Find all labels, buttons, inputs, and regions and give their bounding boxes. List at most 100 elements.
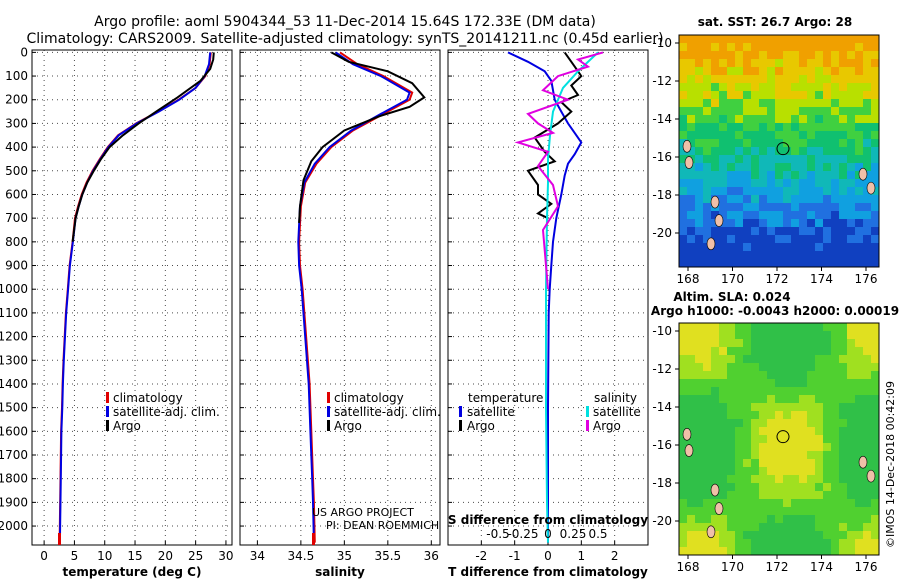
sla-cell: [687, 419, 696, 428]
sla-cell: [719, 459, 728, 468]
sst-cell: [823, 115, 832, 124]
sst-cell: [815, 171, 824, 180]
sla-cell: [743, 515, 752, 524]
sla-cell: [831, 339, 840, 348]
sst-cell: [807, 195, 816, 204]
sla-cell: [807, 483, 816, 492]
lon-tick-label: 168: [677, 272, 700, 286]
depth-axis: 0100200300400500600700800900100011001200…: [0, 45, 28, 533]
lat-tick-label: -14: [652, 400, 672, 414]
sla-cell: [823, 547, 832, 556]
sst-cell: [855, 99, 864, 108]
sst-cell: [727, 35, 736, 44]
sla-cell: [711, 515, 720, 524]
sla-cell: [767, 507, 776, 516]
sla-cell: [799, 379, 808, 388]
sla-cell: [799, 547, 808, 556]
sla-cell: [863, 435, 872, 444]
sst-cell: [679, 35, 688, 44]
sst-cell: [767, 83, 776, 92]
sst-cell: [775, 227, 784, 236]
sla-cell: [855, 547, 864, 556]
sst-cell: [727, 75, 736, 84]
sst-cell: [783, 243, 792, 252]
sst-cell: [799, 155, 808, 164]
sst-cell: [711, 51, 720, 60]
legend-label-climatology: climatology: [113, 391, 183, 405]
sla-cell: [695, 547, 704, 556]
sla-cell: [759, 323, 768, 332]
sst-cell: [727, 171, 736, 180]
sst-cell: [855, 35, 864, 44]
sst-cell: [759, 83, 768, 92]
sst-cell: [815, 219, 824, 228]
sla-cell: [687, 515, 696, 524]
sla-cell: [727, 339, 736, 348]
sla-cell: [783, 459, 792, 468]
sst-cell: [687, 243, 696, 252]
sla-cell: [695, 419, 704, 428]
sla-cell: [743, 483, 752, 492]
sst-cell: [839, 83, 848, 92]
sst-cell: [871, 203, 880, 212]
sst-cell: [695, 43, 704, 52]
sst-cell: [751, 227, 760, 236]
sst-cell: [735, 235, 744, 244]
sla-cell: [775, 483, 784, 492]
sst-cell: [695, 59, 704, 68]
sst-cell: [871, 59, 880, 68]
sst-cell: [815, 179, 824, 188]
sla-cell: [815, 395, 824, 404]
island-shape: [714, 502, 724, 515]
sst-cell: [807, 35, 816, 44]
sla-cell: [807, 523, 816, 532]
sla-cell: [727, 427, 736, 436]
sla-cell: [863, 395, 872, 404]
sla-cell: [799, 507, 808, 516]
lat-tick-label: -20: [652, 514, 672, 528]
sla-cell: [767, 483, 776, 492]
sst-cell: [775, 195, 784, 204]
sst-cell: [727, 235, 736, 244]
sst-cell: [735, 75, 744, 84]
sla-cell: [775, 323, 784, 332]
sla-cell: [871, 507, 880, 516]
sst-cell: [847, 99, 856, 108]
sla-cell: [719, 347, 728, 356]
sst-cell: [775, 163, 784, 172]
sla-cell: [783, 395, 792, 404]
sla-cell: [679, 459, 688, 468]
sla-cell: [695, 411, 704, 420]
sst-cell: [831, 43, 840, 52]
sst-cell: [727, 51, 736, 60]
sst-cell: [735, 203, 744, 212]
sst-cell: [727, 155, 736, 164]
sst-cell: [751, 179, 760, 188]
sst-cell: [847, 243, 856, 252]
sla-cell: [767, 531, 776, 540]
sla-cell: [791, 443, 800, 452]
sst-cell: [687, 203, 696, 212]
sla-cell: [863, 347, 872, 356]
sla-cell: [735, 491, 744, 500]
sst-cell: [703, 75, 712, 84]
sla-cell: [727, 371, 736, 380]
sla-cell: [799, 467, 808, 476]
sla-cell: [711, 547, 720, 556]
sla-cell: [711, 403, 720, 412]
sla-cell: [767, 523, 776, 532]
sst-cell: [807, 139, 816, 148]
sst-cell: [807, 219, 816, 228]
sst-cell: [775, 243, 784, 252]
sst-cell: [743, 219, 752, 228]
sst-cell: [783, 67, 792, 76]
sla-cell: [807, 467, 816, 476]
sla-cell: [807, 459, 816, 468]
sst-cell: [799, 123, 808, 132]
depth-tick-label: 400: [5, 140, 28, 154]
depth-tick-label: 1600: [0, 424, 28, 438]
sst-cell: [863, 83, 872, 92]
sla-cell: [807, 539, 816, 548]
depth-tick-label: 300: [5, 116, 28, 130]
